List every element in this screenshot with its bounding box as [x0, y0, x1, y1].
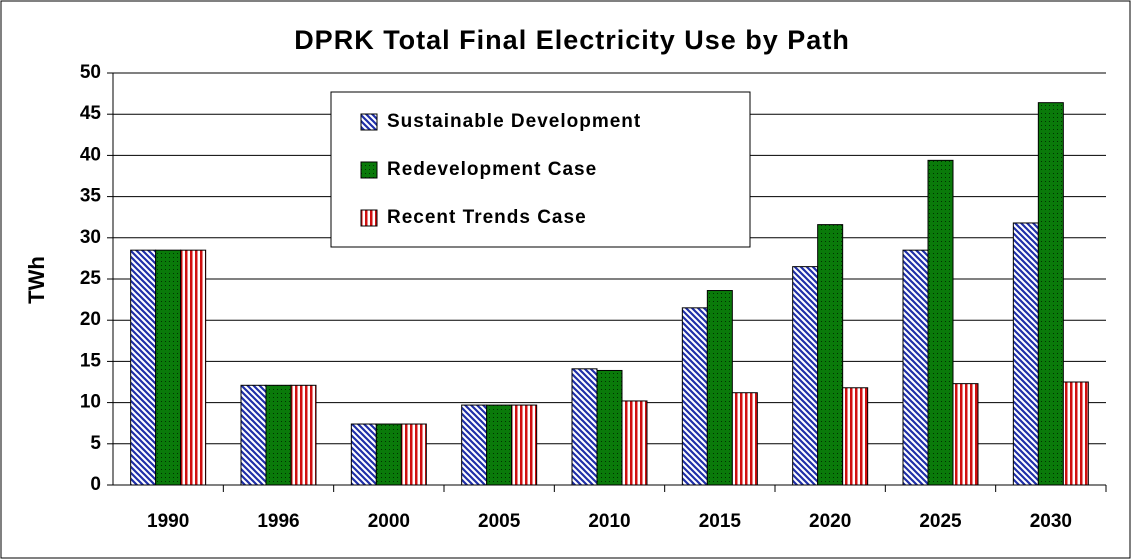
bar: [130, 249, 157, 486]
y-tick-label: 40: [80, 144, 101, 165]
legend-label: Redevelopment Case: [387, 159, 597, 180]
y-tick-label: 30: [80, 227, 101, 248]
bar: [927, 159, 954, 486]
bar: [1062, 381, 1089, 486]
bar: [596, 369, 623, 486]
x-tick-label: 2000: [368, 511, 410, 532]
y-tick-label: 45: [80, 103, 102, 124]
bar: [681, 307, 708, 486]
legend-swatch: [360, 161, 378, 179]
y-tick-label: 25: [80, 268, 102, 289]
x-tick-label: 2005: [478, 511, 521, 532]
legend-label: Recent Trends Case: [387, 207, 587, 228]
legend-swatch: [360, 113, 378, 131]
y-tick-label: 35: [80, 186, 102, 207]
y-axis-label: TWh: [24, 256, 49, 304]
x-tick-label: 2010: [588, 511, 630, 532]
legend-label: Sustainable Development: [387, 111, 641, 132]
y-tick-label: 0: [90, 474, 101, 495]
x-tick-label: 2030: [1030, 511, 1072, 532]
y-tick-label: 20: [80, 309, 101, 330]
bar: [706, 290, 733, 486]
bar: [902, 249, 929, 486]
bar: [842, 387, 869, 486]
bar: [792, 266, 819, 486]
y-tick-label: 50: [80, 62, 101, 83]
bar: [290, 384, 317, 486]
bar: [621, 400, 648, 486]
bar: [486, 404, 513, 486]
bar: [817, 224, 844, 486]
x-tick-label: 2015: [699, 511, 742, 532]
bar: [375, 423, 402, 486]
bar: [461, 404, 488, 486]
bar: [350, 423, 377, 486]
bar: [571, 368, 598, 486]
bar: [180, 249, 207, 486]
x-tick-label: 2025: [919, 511, 962, 532]
bar: [1012, 222, 1039, 486]
y-tick-label: 15: [80, 350, 102, 371]
bar: [731, 392, 758, 486]
legend-swatch: [360, 209, 378, 227]
bar: [1037, 102, 1064, 486]
legend-box: [330, 91, 751, 248]
chart-title: DPRK Total Final Electricity Use by Path: [294, 25, 850, 55]
bar: [400, 423, 427, 486]
y-tick-label: 5: [90, 433, 101, 454]
x-tick-label: 1996: [257, 511, 299, 532]
bar: [240, 384, 267, 486]
bar: [511, 404, 538, 486]
bar: [265, 384, 292, 486]
bar: [952, 383, 979, 486]
bar: [155, 249, 182, 486]
x-tick-label: 1990: [147, 511, 189, 532]
x-tick-label: 2020: [809, 511, 851, 532]
y-tick-label: 10: [80, 392, 101, 413]
